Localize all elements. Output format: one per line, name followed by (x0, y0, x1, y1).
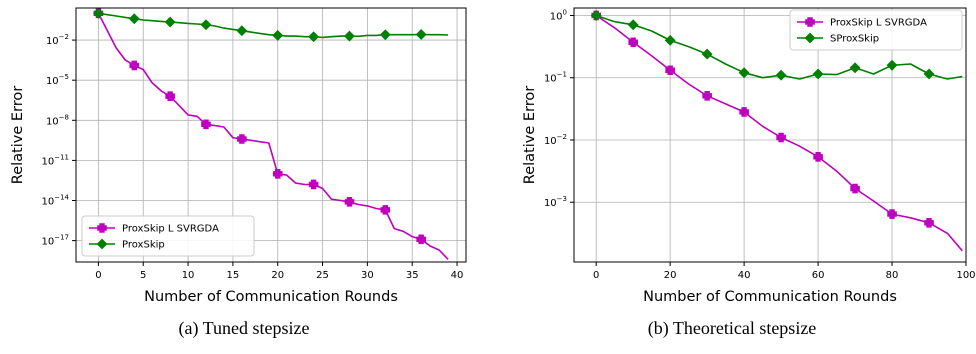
data-point (924, 217, 934, 228)
data-point (379, 29, 391, 41)
data-point (92, 7, 104, 19)
data-point (850, 183, 860, 194)
y-tick-label: 10−11 (41, 153, 69, 167)
series-1 (591, 10, 963, 252)
series-2 (92, 7, 449, 43)
data-point (165, 91, 175, 102)
legend-label: ProxSkip L SVRGDA (122, 224, 219, 235)
data-point (664, 34, 676, 46)
caption-a: (a) Tuned stepsize (178, 318, 310, 338)
x-tick-label: 30 (361, 270, 374, 281)
data-point (738, 67, 750, 79)
data-point (923, 68, 935, 80)
data-point (886, 59, 898, 71)
legend-box (81, 215, 255, 257)
x-tick-label: 40 (738, 270, 751, 281)
data-point (665, 65, 675, 76)
data-point (344, 197, 355, 207)
series-line (98, 12, 449, 39)
x-tick-label: 20 (664, 270, 677, 281)
x-tick-label: 100 (956, 270, 975, 281)
x-tick-label: 10 (182, 270, 195, 281)
data-point (272, 168, 283, 179)
x-tick-label: 15 (227, 270, 240, 281)
data-point (164, 16, 176, 28)
y-tick-label: 10−17 (41, 234, 69, 248)
chart-panel-a: 0 5 10 15 20 25 30 35 40 10−2 10−5 10−8 10−11 10−14 10… (10, 7, 467, 338)
x-tick-label: 60 (812, 270, 825, 281)
data-point (887, 209, 897, 219)
data-point (812, 68, 824, 80)
data-point (308, 31, 320, 43)
data-point (129, 60, 140, 71)
x-tick-label: 0 (593, 270, 599, 281)
y-axis-label: Relative Error (522, 86, 538, 184)
legend-marker (96, 238, 108, 250)
data-point (236, 25, 248, 37)
x-tick-label: 25 (316, 270, 329, 281)
series-line (97, 12, 449, 260)
data-point (272, 29, 284, 41)
data-point (128, 13, 140, 25)
legend: ProxSkip L SVRGDA SProxSkip (789, 9, 963, 51)
legend-marker (804, 32, 816, 44)
legend-box (789, 9, 963, 51)
data-point (702, 90, 712, 101)
x-tick-label: 5 (140, 270, 146, 281)
x-axis-label: Number of Communication Rounds (144, 289, 398, 305)
data-point (201, 119, 211, 130)
chart-b: 0 20 40 60 80 100 100 10−1 10−2 10−3 Number of Com… (522, 7, 976, 305)
x-tick-label: 40 (451, 270, 464, 281)
data-point (308, 179, 319, 190)
x-tick-label: 0 (95, 270, 101, 281)
data-point (416, 234, 426, 245)
chart-panel-b: 0 20 40 60 80 100 100 10−1 10−2 10−3 Number of Com… (488, 0, 976, 354)
data-point (628, 37, 638, 48)
data-point (849, 62, 861, 74)
plot-frame (573, 7, 967, 263)
y-tick-label: 10−8 (46, 113, 69, 127)
caption-b: (b) Theoretical stepsize (647, 318, 817, 338)
y-tick-label: 10−2 (544, 133, 567, 147)
y-tick-label: 10−2 (46, 33, 69, 47)
data-point (813, 151, 823, 162)
x-tick-label: 80 (886, 270, 899, 281)
data-point (415, 29, 427, 40)
y-axis-label: Relative Error (10, 86, 26, 184)
legend-label: SProxSkip (830, 34, 879, 45)
y-tick-label: 10−14 (41, 194, 69, 208)
grid (76, 8, 466, 262)
data-point (380, 205, 391, 215)
data-point (200, 19, 212, 31)
chart-a: 0 5 10 15 20 25 30 35 40 10−2 10−5 10−8 10−11 10−14 10… (10, 7, 467, 305)
legend-label: ProxSkip (122, 240, 165, 251)
y-tick-label: 10−1 (544, 71, 567, 85)
legend: ProxSkip L SVRGDA ProxSkip (81, 215, 255, 257)
data-point (590, 10, 602, 21)
legend-label: ProxSkip L SVRGDA (830, 18, 927, 29)
legend-marker (97, 223, 107, 233)
data-point (344, 30, 355, 42)
plot-frame (75, 7, 467, 263)
data-point (701, 48, 713, 60)
x-axis-label: Number of Communication Rounds (643, 289, 897, 305)
y-tick-label: 10−3 (544, 195, 567, 209)
y-tick-label: 10−5 (46, 73, 69, 87)
data-point (776, 132, 786, 143)
data-point (237, 134, 247, 144)
legend-marker (805, 17, 815, 27)
data-point (627, 19, 639, 31)
x-tick-label: 35 (406, 270, 419, 281)
data-point (775, 69, 787, 81)
x-tick-label: 20 (271, 270, 284, 281)
data-point (739, 107, 749, 117)
y-tick-label: 100 (550, 8, 567, 22)
series-2 (590, 10, 963, 81)
